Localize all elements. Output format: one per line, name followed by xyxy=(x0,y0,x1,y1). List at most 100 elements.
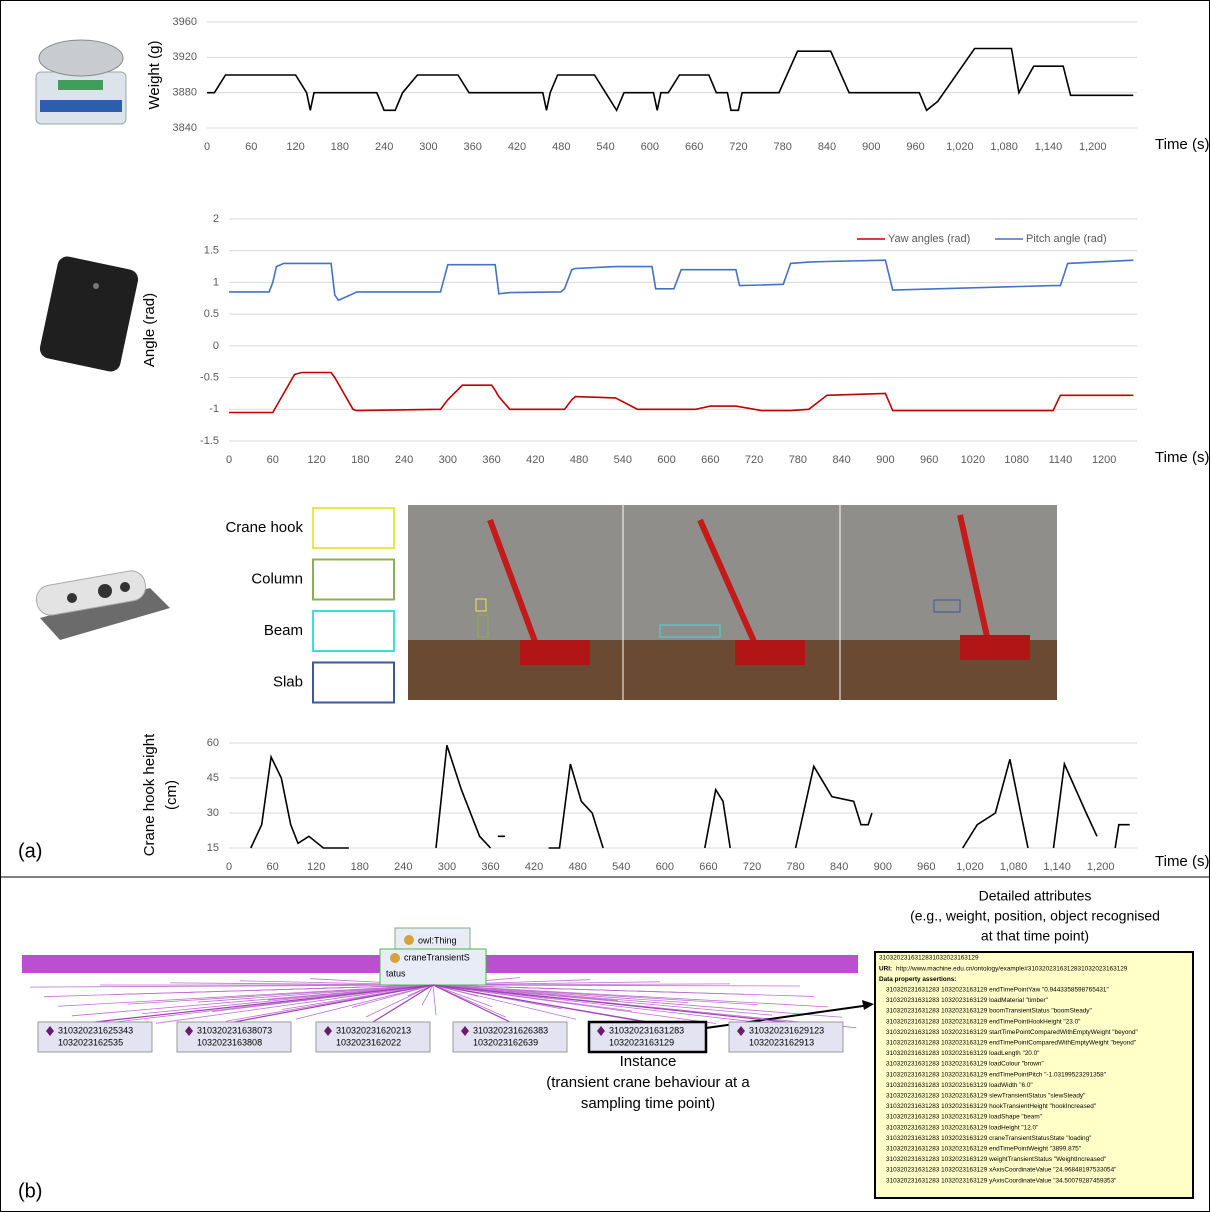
legend-box xyxy=(313,663,394,703)
caption: (transient crane behaviour at a xyxy=(546,1074,750,1091)
x-axis-label: Time (s) xyxy=(1155,449,1209,466)
instance-label: 310320231631283 xyxy=(609,1025,684,1035)
x-tick-label: 900 xyxy=(862,141,880,153)
attr-line: 310320231631283 1032023163129 startTimeP… xyxy=(886,1029,1138,1036)
attr-line: 310320231631283 1032023163129 endTimePoi… xyxy=(886,1018,1080,1025)
x-tick-label: 480 xyxy=(568,861,586,873)
scale-icon xyxy=(36,40,126,124)
y-tick-label: 3960 xyxy=(173,16,197,28)
x-tick-label: 1,080 xyxy=(990,141,1018,153)
detection-photos xyxy=(408,505,1057,700)
instance-label: 310320231638073 xyxy=(197,1025,272,1035)
instance-label: 1032023163808 xyxy=(197,1037,262,1047)
x-tick-label: 600 xyxy=(656,861,674,873)
x-tick-label: 300 xyxy=(419,141,437,153)
instance-label: 310320231625343 xyxy=(58,1025,133,1035)
y-tick-label: 60 xyxy=(207,737,219,749)
legend-label: Pitch angle (rad) xyxy=(1026,233,1107,245)
y-axis-label: Crane hook height xyxy=(141,733,158,856)
y-tick-label: 0 xyxy=(213,340,219,352)
x-tick-label: 660 xyxy=(701,454,719,466)
node-label: owl:Thing xyxy=(418,935,457,945)
x-tick-label: 0 xyxy=(204,141,210,153)
x-tick-label: 1,140 xyxy=(1035,141,1063,153)
x-tick-label: 240 xyxy=(394,861,412,873)
x-tick-label: 780 xyxy=(774,141,792,153)
attr-line: 310320231631283 1032023163129 xAxisCoord… xyxy=(886,1167,1116,1174)
y-tick-label: 15 xyxy=(207,842,219,854)
attr-line: 310320231631283 1032023163129 weightTran… xyxy=(886,1156,1106,1163)
attr-line: 310320231631283 1032023163129 endTimePoi… xyxy=(886,1071,1106,1078)
x-tick-label: 480 xyxy=(552,141,570,153)
x-tick-label: 720 xyxy=(745,454,763,466)
attr-key: Data property assertions: xyxy=(879,976,956,983)
x-tick-label: 960 xyxy=(917,861,935,873)
x-tick-label: 420 xyxy=(508,141,526,153)
x-tick-label: 1,140 xyxy=(1043,861,1071,873)
caption: sampling time point) xyxy=(581,1095,715,1112)
x-tick-label: 480 xyxy=(570,454,588,466)
y-tick-label: 3920 xyxy=(173,51,197,63)
y-tick-label: 3880 xyxy=(173,87,197,99)
attr-uri: http://www.machine.edu.cn/ontology/examp… xyxy=(896,965,1128,972)
camera-icon xyxy=(34,569,170,640)
x-axis-label: Time (s) xyxy=(1155,853,1209,870)
x-tick-label: 240 xyxy=(375,141,393,153)
instance-label: 310320231629123 xyxy=(749,1025,824,1035)
x-tick-label: 600 xyxy=(657,454,675,466)
instance-label: 310320231626383 xyxy=(473,1025,548,1035)
caption: Instance xyxy=(620,1053,677,1070)
x-tick-label: 300 xyxy=(439,454,457,466)
x-tick-label: 600 xyxy=(641,141,659,153)
instance-label: 1032023162639 xyxy=(473,1037,538,1047)
x-tick-label: 960 xyxy=(906,141,924,153)
x-tick-label: 240 xyxy=(395,454,413,466)
node-icon xyxy=(404,935,414,945)
attr-line: 310320231631283 1032023163129 loadWidth … xyxy=(886,1082,1033,1089)
x-tick-label: 720 xyxy=(729,141,747,153)
x-tick-label: 120 xyxy=(286,141,304,153)
x-tick-label: 120 xyxy=(307,454,325,466)
y-tick-label: 45 xyxy=(207,772,219,784)
instance-label: 310320231620213 xyxy=(336,1025,411,1035)
x-axis-label: Time (s) xyxy=(1155,136,1209,153)
x-tick-label: 660 xyxy=(685,141,703,153)
x-tick-label: 540 xyxy=(612,861,630,873)
x-tick-label: 720 xyxy=(743,861,761,873)
data-line xyxy=(229,260,1133,300)
x-tick-label: 1,200 xyxy=(1087,861,1115,873)
x-tick-label: 120 xyxy=(307,861,325,873)
x-tick-label: 1200 xyxy=(1092,454,1116,466)
y-tick-label: -1.5 xyxy=(200,435,219,447)
y-tick-label: -0.5 xyxy=(200,371,219,383)
x-tick-label: 0 xyxy=(226,454,232,466)
link xyxy=(433,985,436,1015)
attr-line: 310320231631283 1032023163129 endTimePoi… xyxy=(886,986,1109,993)
link xyxy=(433,985,772,1015)
x-tick-label: 1,200 xyxy=(1079,141,1107,153)
attr-line: 310320231631283 1032023163129 loadHeight… xyxy=(886,1124,1038,1131)
x-tick-label: 300 xyxy=(438,861,456,873)
legend-box xyxy=(313,508,394,548)
x-tick-label: 1,080 xyxy=(1000,861,1028,873)
y-tick-label: 0.5 xyxy=(204,308,219,320)
x-tick-label: 360 xyxy=(481,861,499,873)
y-axis-label: Weight (g) xyxy=(146,41,163,110)
panel-label: (a) xyxy=(18,840,42,862)
node-label: tatus xyxy=(386,968,406,978)
legend-label: Slab xyxy=(273,673,303,690)
x-tick-label: 180 xyxy=(351,454,369,466)
attr-line: 310320231631283 1032023163129 endTimePoi… xyxy=(886,1039,1136,1046)
node-label: craneTransientS xyxy=(404,952,470,962)
x-tick-label: 180 xyxy=(331,141,349,153)
attr-line: 310320231631283 1032023163129 boomTransi… xyxy=(886,1008,1092,1015)
x-tick-label: 60 xyxy=(266,861,278,873)
y-tick-label: 3840 xyxy=(173,122,197,134)
legend-box xyxy=(313,611,394,651)
attr-line: 310320231631283 1032023163129 loadMateri… xyxy=(886,997,1048,1004)
data-line xyxy=(229,373,1133,413)
instance-label: 1032023162022 xyxy=(336,1037,401,1047)
y-tick-label: 30 xyxy=(207,807,219,819)
legend-label: Column xyxy=(251,570,303,587)
x-tick-label: 840 xyxy=(818,141,836,153)
